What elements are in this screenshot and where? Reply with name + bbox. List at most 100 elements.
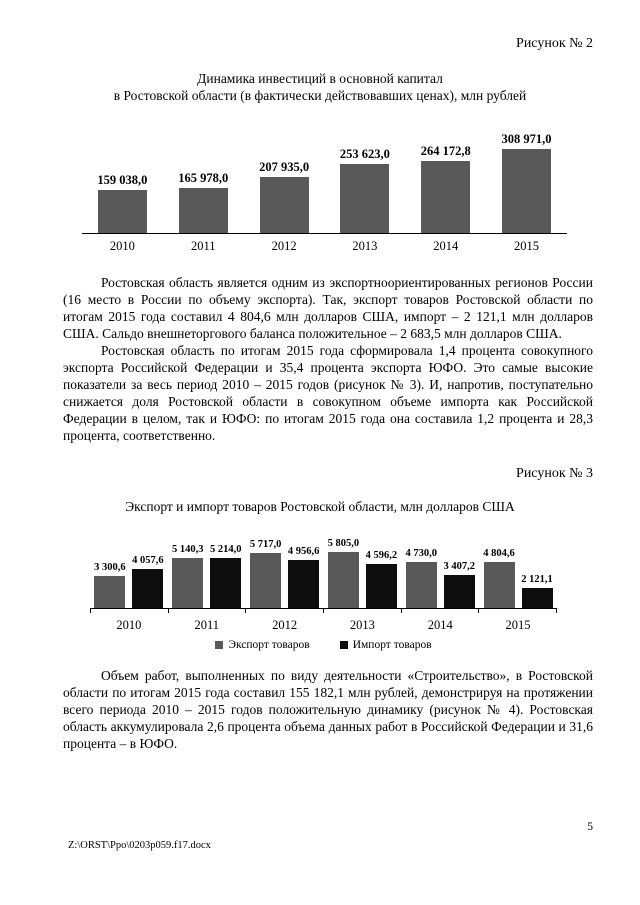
- import-bar: [521, 587, 553, 608]
- category-label: 2010: [116, 618, 142, 632]
- legend-item: Экспорт товаров: [215, 639, 310, 651]
- bar-value-label: 3 300,6: [94, 562, 126, 574]
- category-label: 2010: [109, 239, 135, 253]
- legend-label: Экспорт товаров: [228, 639, 310, 651]
- investment-bar: [421, 161, 471, 233]
- bar-value-label: 5 140,3: [171, 544, 204, 556]
- chart-bar-cell: 4 730,0: [404, 548, 438, 608]
- legend-item: Импорт товаров: [339, 639, 432, 651]
- chart-column: 308 971,0: [486, 132, 567, 233]
- import-bar: [210, 557, 242, 608]
- legend-label: Импорт товаров: [352, 639, 432, 651]
- bar-value-label: 207 935,0: [259, 159, 310, 174]
- bar-value-label: 4 730,0: [405, 548, 437, 560]
- import-bar: [288, 560, 320, 608]
- bar-value-label: 159 038,0: [97, 172, 148, 187]
- export-bar: [405, 562, 437, 608]
- chart-column: 253 623,0: [324, 147, 405, 233]
- axis-tick: [323, 609, 401, 613]
- export-import-chart: 3 300,6 4 057,6 5 140,3 5 214,0 5 717,0 4 956…: [90, 535, 557, 651]
- export-bar: [250, 552, 282, 608]
- chart-group: 5 140,3 5 214,0: [168, 544, 246, 608]
- investment-bar: [97, 189, 147, 233]
- investments-chart-categories: 2010 2011 2012 2013 2014 2015: [82, 239, 567, 253]
- export-import-chart-legend: Экспорт товаров Импорт товаров: [90, 639, 557, 651]
- paragraph-export-overview: Ростовская область является одним из экс…: [63, 275, 593, 341]
- chart-1-title-line-1: Динамика инвестиций в основной капитал: [197, 71, 443, 86]
- bar-value-label: 308 971,0: [501, 132, 552, 146]
- bar-value-label: 5 717,0: [249, 538, 282, 550]
- bar-value-label: 4 057,6: [132, 554, 164, 566]
- bar-value-label: 165 978,0: [178, 170, 229, 185]
- chart-bar-cell: 4 596,2: [364, 550, 398, 608]
- category-label: 2012: [271, 239, 297, 253]
- chart-group: 4 730,0 3 407,2: [401, 548, 479, 608]
- export-import-chart-plot: 3 300,6 4 057,6 5 140,3 5 214,0 5 717,0 4 956…: [90, 535, 557, 609]
- chart-group: 5 805,0 4 596,2: [323, 538, 401, 608]
- legend-swatch: [215, 641, 224, 649]
- chart-group: 4 804,6 2 121,1: [479, 548, 557, 608]
- bar-value-label: 253 623,0: [339, 147, 390, 161]
- bar-value-label: 2 121,1: [521, 573, 553, 585]
- axis-tick: [245, 609, 323, 613]
- export-bar: [172, 558, 204, 608]
- axis-tick: [90, 609, 168, 613]
- category-label: 2015: [505, 618, 531, 632]
- category-label: 2015: [514, 239, 540, 253]
- chart-column: 264 172,8: [405, 144, 486, 233]
- export-bar: [483, 561, 515, 608]
- bar-value-label: 4 956,6: [287, 546, 320, 558]
- chart-bar-cell: 3 300,6: [93, 562, 127, 608]
- bar-value-label: 5 214,0: [209, 543, 242, 555]
- page-number: 5: [587, 821, 593, 833]
- chart-bar-cell: 2 121,1: [520, 573, 554, 608]
- chart-bar-cell: 5 214,0: [209, 544, 243, 608]
- footer-file-path: Z:\ORST\Ppo\0203p059.f17.docx: [68, 840, 211, 851]
- category-label: 2013: [349, 618, 375, 632]
- chart-2-title: Экспорт и импорт товаров Ростовской обла…: [125, 499, 515, 514]
- investment-bar: [340, 164, 390, 233]
- bar-value-label: 4 596,2: [365, 549, 398, 561]
- export-bar: [94, 576, 126, 608]
- paragraph-export-share: Ростовская область по итогам 2015 года с…: [63, 343, 593, 443]
- export-import-chart-categories: 2010 2011 2012 2013 2014 2015: [90, 618, 557, 632]
- import-bar: [132, 568, 164, 608]
- chart-bar-cell: 3 407,2: [442, 561, 476, 608]
- axis-tick: [478, 609, 556, 613]
- chart-bar-cell: 4 057,6: [131, 555, 165, 608]
- investment-bar: [178, 187, 228, 233]
- figure-3-caption: Рисунок № 3: [516, 466, 593, 481]
- investments-chart: 159 038,0 165 978,0 207 935,0 253 623,0 264 …: [82, 132, 567, 253]
- bar-value-label: 3 407,2: [443, 561, 475, 573]
- chart-bar-cell: 5 140,3: [171, 544, 205, 608]
- chart-column: 165 978,0: [163, 171, 244, 233]
- investments-chart-plot: 159 038,0 165 978,0 207 935,0 253 623,0 264 …: [82, 132, 567, 234]
- bar-value-label: 5 805,0: [327, 538, 360, 549]
- chart-column: 159 038,0: [82, 173, 163, 233]
- import-bar: [365, 563, 397, 608]
- bar-value-label: 264 172,8: [420, 144, 471, 159]
- export-bar: [327, 552, 359, 608]
- legend-swatch: [339, 641, 348, 649]
- category-label: 2014: [427, 618, 453, 632]
- chart-bar-cell: 5 717,0: [249, 539, 283, 608]
- bar-value-label: 4 804,6: [483, 547, 515, 559]
- figure-2-caption: Рисунок № 2: [516, 36, 593, 51]
- paragraph-construction: Объем работ, выполненных по виду деятель…: [63, 668, 593, 751]
- chart-group: 5 717,0 4 956,6: [246, 539, 324, 608]
- category-label: 2011: [190, 239, 216, 253]
- investment-bar: [259, 176, 309, 233]
- axis-tick: [167, 609, 246, 613]
- import-bar: [443, 575, 475, 608]
- chart-bar-cell: 4 956,6: [287, 546, 321, 608]
- export-import-chart-axis-ticks: [90, 609, 557, 613]
- category-label: 2012: [272, 618, 298, 632]
- category-label: 2013: [352, 239, 378, 253]
- chart-1-title-line-2: в Ростовской области (в фактически дейст…: [113, 88, 527, 103]
- chart-column: 207 935,0: [244, 159, 325, 233]
- axis-tick: [400, 609, 479, 613]
- chart-bar-cell: 5 805,0: [326, 538, 360, 608]
- category-label: 2011: [194, 618, 220, 632]
- chart-bar-cell: 4 804,6: [482, 548, 516, 608]
